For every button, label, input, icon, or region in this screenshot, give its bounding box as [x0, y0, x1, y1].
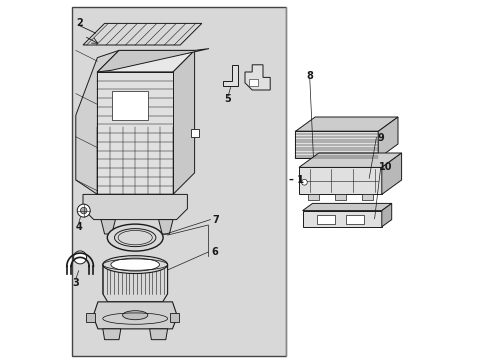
Polygon shape [159, 220, 173, 234]
Ellipse shape [122, 311, 148, 320]
Circle shape [74, 251, 87, 264]
Polygon shape [308, 194, 319, 200]
Circle shape [77, 204, 90, 217]
Polygon shape [295, 131, 378, 158]
Text: 5: 5 [225, 94, 231, 104]
Polygon shape [83, 23, 202, 45]
Polygon shape [103, 329, 121, 340]
Ellipse shape [118, 230, 152, 245]
Text: 10: 10 [379, 162, 393, 172]
Polygon shape [101, 220, 116, 234]
Polygon shape [149, 329, 168, 340]
Text: 4: 4 [75, 222, 82, 232]
Circle shape [80, 207, 87, 214]
Polygon shape [362, 194, 373, 200]
Polygon shape [93, 302, 177, 329]
Polygon shape [295, 117, 398, 131]
Bar [346, 215, 364, 224]
Text: 8: 8 [306, 71, 313, 81]
Ellipse shape [107, 224, 163, 251]
Bar [86, 312, 95, 322]
Bar [191, 129, 199, 137]
Bar [248, 79, 258, 86]
Polygon shape [303, 203, 392, 211]
Circle shape [301, 179, 307, 185]
Polygon shape [98, 72, 173, 194]
Bar [72, 7, 286, 356]
Ellipse shape [103, 256, 168, 274]
Polygon shape [303, 211, 382, 227]
Polygon shape [299, 153, 402, 167]
Polygon shape [103, 265, 168, 302]
Bar [317, 215, 335, 224]
Polygon shape [245, 65, 270, 90]
Polygon shape [335, 194, 346, 200]
Polygon shape [382, 153, 402, 194]
Bar [112, 91, 148, 120]
Text: 2: 2 [77, 18, 83, 28]
Text: 9: 9 [378, 132, 385, 143]
Polygon shape [378, 117, 398, 158]
Polygon shape [76, 50, 119, 194]
Polygon shape [83, 194, 187, 220]
Polygon shape [98, 49, 209, 72]
Polygon shape [98, 50, 195, 72]
Polygon shape [223, 65, 238, 86]
Bar [170, 312, 179, 322]
Ellipse shape [111, 258, 160, 271]
Polygon shape [382, 203, 392, 227]
Text: 3: 3 [73, 278, 79, 288]
Ellipse shape [115, 229, 156, 247]
Text: 6: 6 [211, 247, 218, 257]
Text: – 1: – 1 [289, 175, 304, 185]
Polygon shape [299, 167, 382, 194]
Polygon shape [173, 50, 195, 194]
Text: 7: 7 [213, 215, 220, 225]
